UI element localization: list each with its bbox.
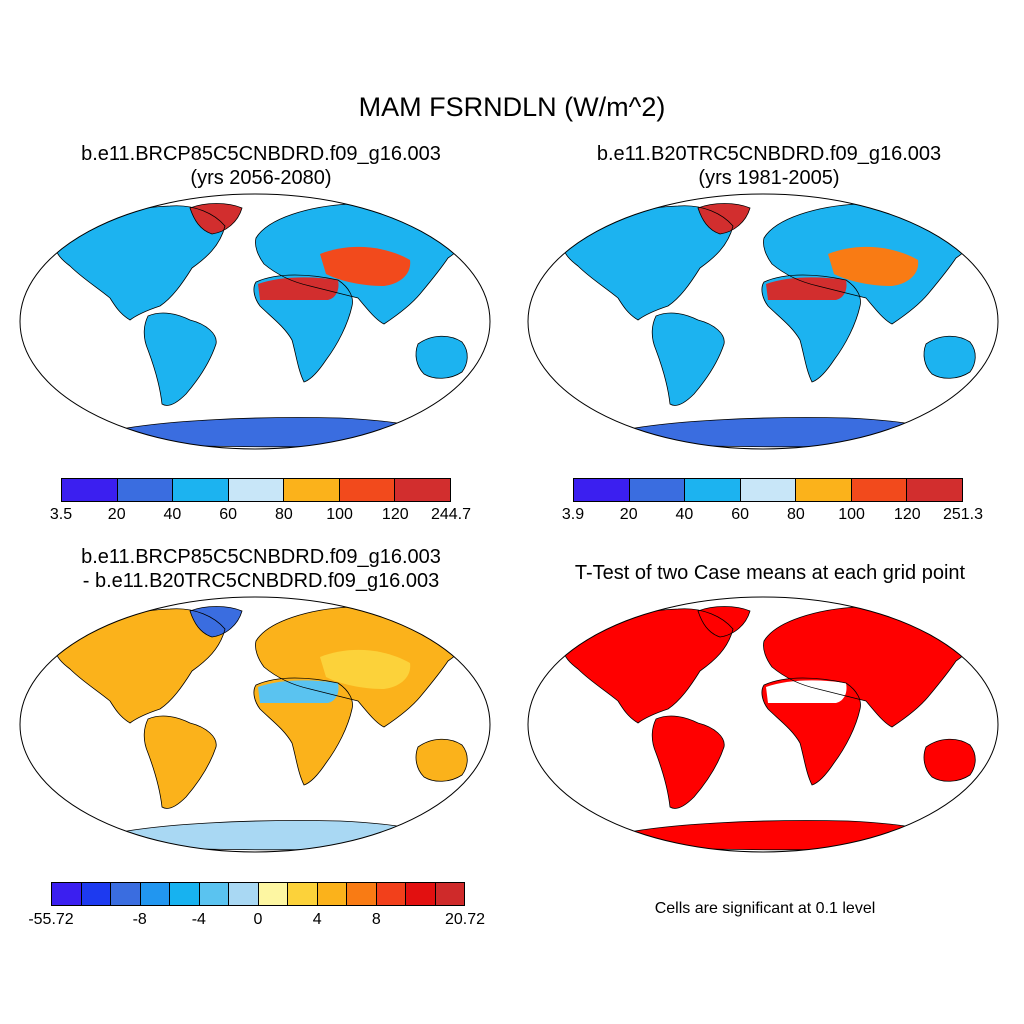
colorbar-tick-label: 40 <box>675 506 694 523</box>
sahara-region <box>258 680 339 703</box>
colorbar-tick-label: 3.5 <box>49 506 73 523</box>
colorbar-tick-label: 3.9 <box>561 506 585 523</box>
panel2-title-line2: (yrs 1981-2005) <box>698 167 840 189</box>
colorbar-cell <box>317 883 347 905</box>
colorbar-cell <box>347 883 377 905</box>
panel4-map <box>527 596 999 853</box>
sahara-region <box>766 680 847 703</box>
colorbar-cell <box>376 883 406 905</box>
colorbar-tick-label: 120 <box>381 506 409 523</box>
colorbar-cell <box>406 883 436 905</box>
colorbar-tick-label: 100 <box>838 506 865 523</box>
colorbar-tick-label: 120 <box>893 506 921 523</box>
colorbar-cell <box>288 883 318 905</box>
au-landmass <box>924 336 976 379</box>
colorbar-cell <box>52 883 82 905</box>
colorbar-tick-label: -55.72 <box>28 911 74 928</box>
colorbar-tick-label: 20 <box>619 506 638 523</box>
au-landmass <box>924 739 976 782</box>
colorbar-tick-label: 40 <box>163 506 182 523</box>
colorbar-cell <box>685 479 741 501</box>
colorbar-cell <box>62 479 118 501</box>
colorbar-cell <box>740 479 797 501</box>
panel4-title: T-Test of two Case means at each grid po… <box>574 562 966 584</box>
colorbar-cell <box>284 479 340 501</box>
colorbar-tick-label: 244.7 <box>430 506 472 523</box>
colorbar-cell <box>339 479 396 501</box>
panel3-colorbar <box>51 882 465 906</box>
colorbar-cell <box>435 883 464 905</box>
colorbar-cell <box>395 479 451 501</box>
panel3-title-line2: - b.e11.B20TRC5CNBDRD.f09_g16.003 <box>82 570 440 592</box>
colorbar-cell <box>199 883 229 905</box>
colorbar-tick-label: 8 <box>371 911 381 928</box>
colorbar-tick-label: 20 <box>107 506 126 523</box>
colorbar-cell <box>258 883 288 905</box>
colorbar-cell <box>851 479 908 501</box>
map-frame <box>527 193 999 450</box>
panel2-colorbar <box>573 478 963 502</box>
colorbar-tick-label: 60 <box>731 506 750 523</box>
colorbar-tick-label: 251.3 <box>942 506 984 523</box>
colorbar-cell <box>173 479 229 501</box>
panel2-map <box>527 193 999 450</box>
sahara-region <box>258 277 339 300</box>
colorbar-cell <box>81 883 111 905</box>
panel1-title-line1: b.e11.BRCP85C5CNBDRD.f09_g16.003 <box>81 143 441 165</box>
au-landmass <box>416 739 468 782</box>
colorbar-cell <box>111 883 141 905</box>
colorbar-cell <box>796 479 852 501</box>
panel1-colorbar <box>61 478 451 502</box>
colorbar-cell <box>228 479 285 501</box>
sahara-region <box>766 277 847 300</box>
panel2-title: b.e11.B20TRC5CNBDRD.f09_g16.003 (yrs 198… <box>534 142 1004 190</box>
colorbar-cell <box>629 479 686 501</box>
panel3-map <box>19 596 491 853</box>
map-frame <box>527 596 999 853</box>
colorbar-cell <box>170 883 200 905</box>
colorbar-tick-label: 80 <box>274 506 293 523</box>
colorbar-tick-label: 0 <box>253 911 263 928</box>
panel2-title-line1: b.e11.B20TRC5CNBDRD.f09_g16.003 <box>596 143 942 165</box>
colorbar-cell <box>117 479 174 501</box>
panel3-title-line1: b.e11.BRCP85C5CNBDRD.f09_g16.003 <box>81 546 441 568</box>
panel3-title: b.e11.BRCP85C5CNBDRD.f09_g16.003 - b.e11… <box>26 545 496 593</box>
au-landmass <box>416 336 468 379</box>
colorbar-cell <box>574 479 630 501</box>
colorbar-tick-label: 60 <box>219 506 238 523</box>
colorbar-tick-label: -4 <box>191 911 206 928</box>
colorbar-tick-label: 100 <box>326 506 353 523</box>
main-title: MAM FSRNDLN (W/m^2) <box>358 92 666 122</box>
colorbar-tick-label: -8 <box>132 911 147 928</box>
panel1-map <box>19 193 491 450</box>
colorbar-tick-label: 20.72 <box>444 911 486 928</box>
colorbar-tick-label: 80 <box>786 506 805 523</box>
colorbar-tick-label: 4 <box>312 911 322 928</box>
significance-note: Cells are significant at 0.1 level <box>654 900 876 917</box>
panel1-title-line2: (yrs 2056-2080) <box>190 167 332 189</box>
colorbar-cell <box>907 479 963 501</box>
colorbar-cell <box>140 883 170 905</box>
panel1-title: b.e11.BRCP85C5CNBDRD.f09_g16.003 (yrs 20… <box>26 142 496 190</box>
map-frame <box>19 193 491 450</box>
map-frame <box>19 596 491 853</box>
colorbar-cell <box>229 883 259 905</box>
